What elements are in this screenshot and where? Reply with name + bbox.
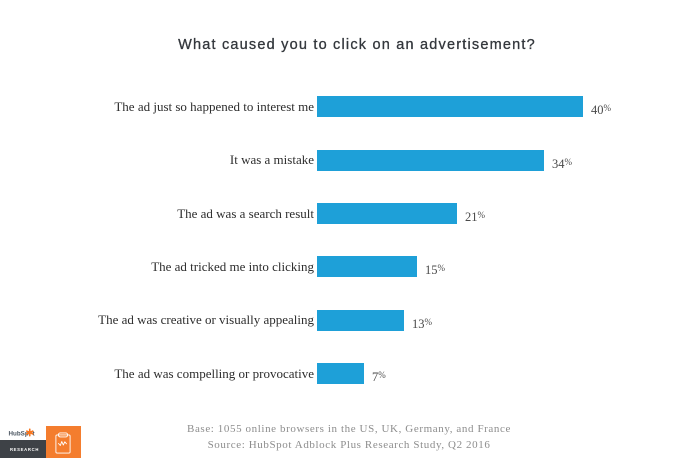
svg-text:HubSp: HubSp <box>9 431 29 438</box>
svg-text:t: t <box>33 431 35 438</box>
